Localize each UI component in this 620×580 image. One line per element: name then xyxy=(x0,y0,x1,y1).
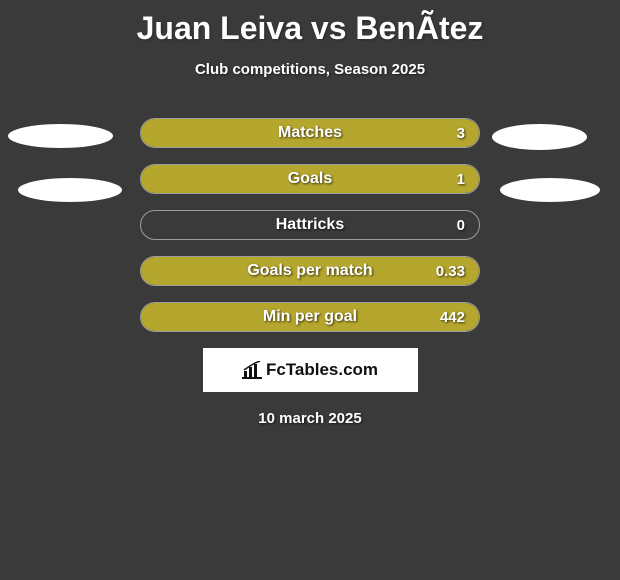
stat-value-right: 3 xyxy=(457,125,465,142)
stats-container: Matches3Goals1Hattricks0Goals per match0… xyxy=(0,118,620,332)
subtitle: Club competitions, Season 2025 xyxy=(0,61,620,78)
stat-label: Min per goal xyxy=(141,308,479,326)
stat-value-right: 442 xyxy=(440,309,465,326)
side-ellipse xyxy=(500,178,600,202)
stat-row: Hattricks0 xyxy=(140,210,480,240)
stat-label: Goals xyxy=(141,170,479,188)
stat-label: Matches xyxy=(141,124,479,142)
stat-label: Goals per match xyxy=(141,262,479,280)
logo-box[interactable]: FcTables.com xyxy=(203,348,418,392)
bar-chart-icon xyxy=(242,361,262,379)
stat-value-right: 0.33 xyxy=(436,263,465,280)
stat-row: Matches3 xyxy=(140,118,480,148)
side-ellipse xyxy=(18,178,122,202)
date-text: 10 march 2025 xyxy=(0,410,620,427)
logo-text: FcTables.com xyxy=(266,360,378,380)
side-ellipse xyxy=(8,124,113,148)
stat-row: Goals1 xyxy=(140,164,480,194)
stat-row: Goals per match0.33 xyxy=(140,256,480,286)
page-title: Juan Leiva vs BenÃ­tez xyxy=(0,0,620,47)
stat-value-right: 0 xyxy=(457,217,465,234)
stat-label: Hattricks xyxy=(141,216,479,234)
stat-row: Min per goal442 xyxy=(140,302,480,332)
stat-value-right: 1 xyxy=(457,171,465,188)
side-ellipse xyxy=(492,124,587,150)
